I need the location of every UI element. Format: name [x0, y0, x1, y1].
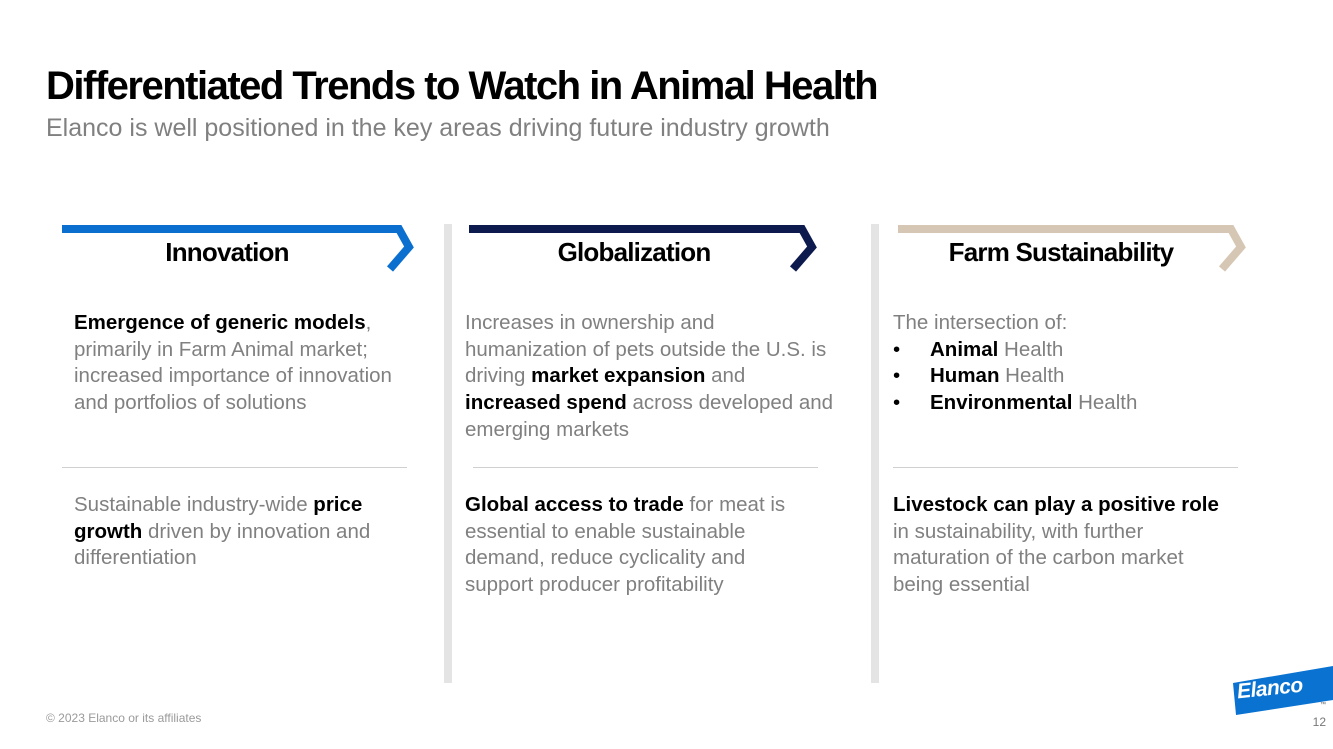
- innovation-arrow-icon: [62, 225, 414, 272]
- farm-sustainability-separator: [893, 467, 1238, 468]
- farm-sustainability-arrow-icon: [898, 225, 1246, 272]
- farm-sustainability-bullet-list: • Animal Health • Human Health • Environmen…: [893, 337, 1243, 417]
- bullet-icon: •: [893, 391, 901, 415]
- innovation-heading: Innovation: [165, 237, 289, 267]
- globalization-bold-increased-spend: increased spend: [465, 391, 627, 415]
- innovation-top-bold: Emergence of generic models: [74, 311, 366, 334]
- innovation-bottom-text: Sustainable industry-wide price growth d…: [74, 493, 371, 570]
- globalization-arrow-icon: [469, 225, 817, 272]
- list-item: • Environmental Health: [893, 390, 1243, 417]
- list-item: • Human Health: [893, 363, 1243, 390]
- farm-sustainability-heading: Farm Sustainability: [948, 237, 1174, 267]
- farm-sustainability-intro: The intersection of:: [893, 311, 1068, 334]
- copyright-notice: © 2023 Elanco or its affiliates: [46, 711, 202, 725]
- bullet-icon: •: [893, 337, 901, 361]
- globalization-top-text: Increases in ownership and humanization …: [465, 311, 834, 441]
- column-divider-1: [444, 224, 452, 683]
- innovation-bottom-bold: price growth: [74, 493, 363, 543]
- innovation-separator: [62, 467, 407, 468]
- innovation-top-text: Emergence of generic models, primarily i…: [74, 311, 392, 415]
- globalization-bottom-bold: Global access to trade: [465, 493, 684, 516]
- column-divider-2: [871, 224, 879, 683]
- globalization-heading: Globalization: [557, 237, 712, 267]
- bullet-icon: •: [893, 364, 901, 388]
- page-title: Differentiated Trends to Watch in Animal…: [46, 64, 879, 108]
- trademark-mark: ™: [1320, 702, 1326, 708]
- page-subtitle: Elanco is well positioned in the key are…: [46, 114, 830, 142]
- elanco-logo: Elanco: [1229, 663, 1333, 717]
- farm-sustainability-bottom-text: Livestock can play a positive role in su…: [893, 493, 1219, 597]
- elanco-logo-icon: [1233, 666, 1333, 715]
- farm-sustainability-top-text: The intersection of: • Animal Health • Hum…: [893, 310, 1243, 417]
- page-number: 12: [1312, 715, 1326, 729]
- globalization-bold-market-expansion: market expansion: [531, 364, 706, 388]
- globalization-bottom-text: Global access to trade for meat is essen…: [465, 493, 786, 597]
- globalization-separator: [473, 467, 818, 468]
- farm-sustainability-bottom-bold: Livestock can play a positive role: [893, 493, 1219, 516]
- list-item: • Animal Health: [893, 337, 1243, 364]
